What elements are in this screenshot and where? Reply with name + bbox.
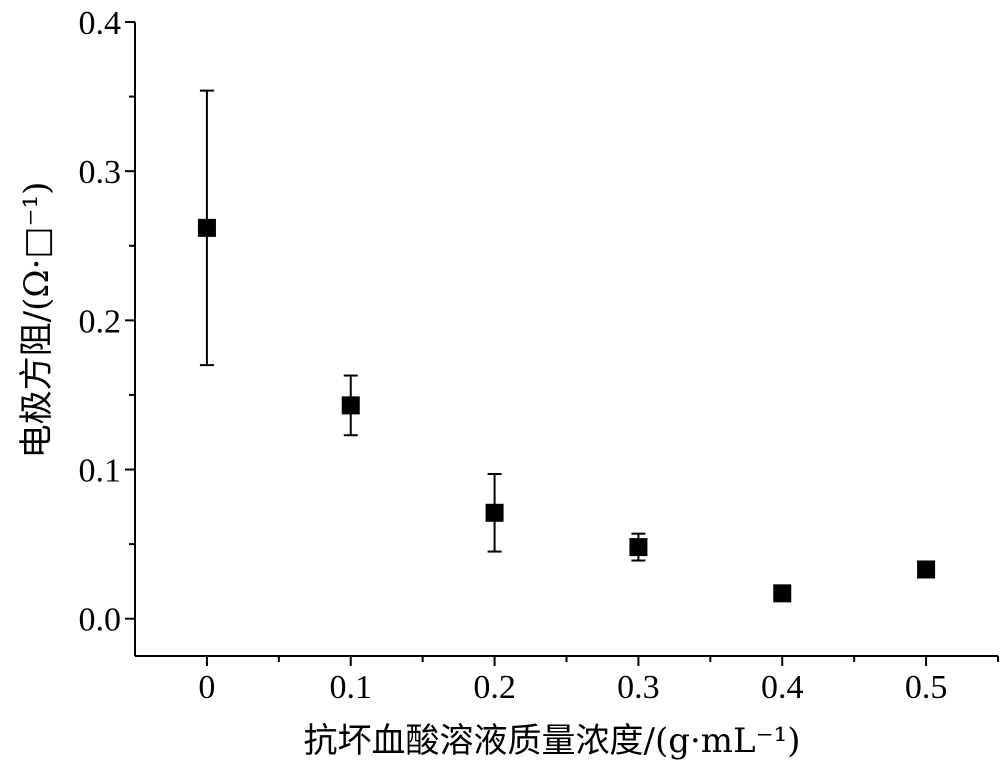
x-tick-label: 0.1: [330, 669, 373, 706]
tick-labels: 0 0.1 0.2 0.3 0.4 0.5 0.0 0.1 0.2 0.3 0.4: [79, 5, 948, 706]
axes: [134, 22, 998, 657]
data-points: [197, 218, 936, 603]
ticks: [125, 21, 999, 666]
y-tick-label: 0.2: [79, 303, 122, 340]
data-point: [773, 584, 792, 603]
data-point: [197, 218, 216, 237]
y-tick-label: 0.1: [79, 453, 122, 490]
y-tick-label: 0.4: [79, 5, 122, 42]
x-axis-title: 抗坏血酸溶液质量浓度/(g·mL⁻¹): [304, 721, 801, 761]
y-axis-title: 电极方阻/(Ω·□⁻¹): [17, 182, 57, 459]
x-tick-label: 0.2: [473, 669, 516, 706]
data-point: [917, 560, 936, 579]
x-tick-label: 0.4: [761, 669, 804, 706]
data-point: [485, 503, 504, 522]
x-tick-label: 0.5: [905, 669, 948, 706]
y-tick-label: 0.0: [79, 602, 122, 639]
x-tick-label: 0.3: [617, 669, 660, 706]
y-tick-label: 0.3: [79, 154, 122, 191]
data-point: [341, 396, 360, 415]
x-tick-label: 0: [198, 669, 215, 706]
data-point: [629, 538, 648, 557]
error-bars: [199, 89, 934, 599]
